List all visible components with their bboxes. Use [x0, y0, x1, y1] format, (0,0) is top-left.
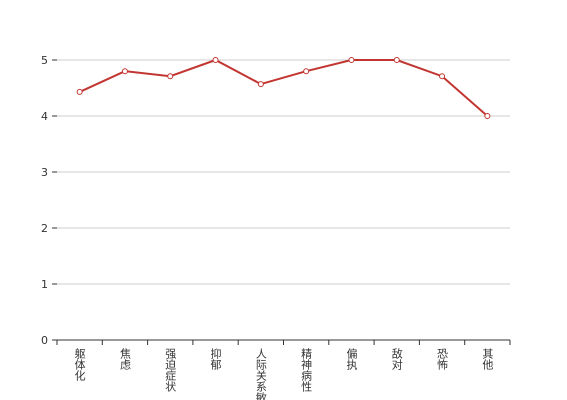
y-tick-label: 3	[41, 166, 48, 179]
point	[393, 57, 400, 63]
point	[439, 73, 446, 80]
x-tick-label: 人际关系敏感	[254, 348, 267, 400]
x-tick-label: 抑郁	[209, 347, 222, 370]
line	[79, 58, 489, 117]
point	[121, 68, 128, 75]
x-tick-label: 恐怖	[436, 348, 449, 370]
y-tick-label: 5	[41, 54, 48, 67]
y-tick-label: 4	[41, 110, 48, 123]
y-tick-label: 2	[41, 222, 48, 235]
point	[257, 81, 264, 88]
y-tick-label: 0	[41, 334, 48, 347]
point	[348, 57, 355, 63]
point	[76, 88, 83, 95]
point	[303, 68, 310, 75]
x-tick-label: 焦虑	[118, 348, 131, 370]
x-tick-label: 精神病性	[300, 348, 313, 393]
x-tick-label: 强迫症状	[164, 348, 177, 392]
x-tick-label: 敌对	[390, 347, 403, 370]
y-tick-label: 1	[41, 278, 48, 291]
x-tick-label: 其他	[481, 348, 494, 370]
x-tick-label: 偏执	[345, 347, 358, 371]
point	[484, 113, 491, 119]
point	[167, 73, 174, 80]
point	[212, 57, 219, 63]
x-tick-label: 躯体化	[73, 348, 86, 382]
